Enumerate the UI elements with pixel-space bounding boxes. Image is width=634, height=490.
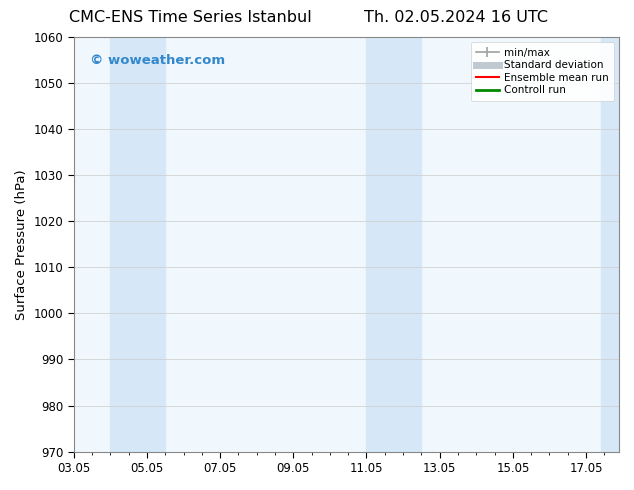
Bar (600, 37, 619, 452)
Text: Th. 02.05.2024 16 UTC: Th. 02.05.2024 16 UTC (365, 10, 548, 25)
Text: © woweather.com: © woweather.com (90, 54, 225, 67)
Y-axis label: Surface Pressure (hPa): Surface Pressure (hPa) (15, 169, 28, 319)
Text: CMC-ENS Time Series Istanbul: CMC-ENS Time Series Istanbul (69, 10, 311, 25)
Bar (366, 37, 422, 452)
Legend: min/max, Standard deviation, Ensemble mean run, Controll run: min/max, Standard deviation, Ensemble me… (470, 42, 614, 100)
Bar (110, 37, 165, 452)
